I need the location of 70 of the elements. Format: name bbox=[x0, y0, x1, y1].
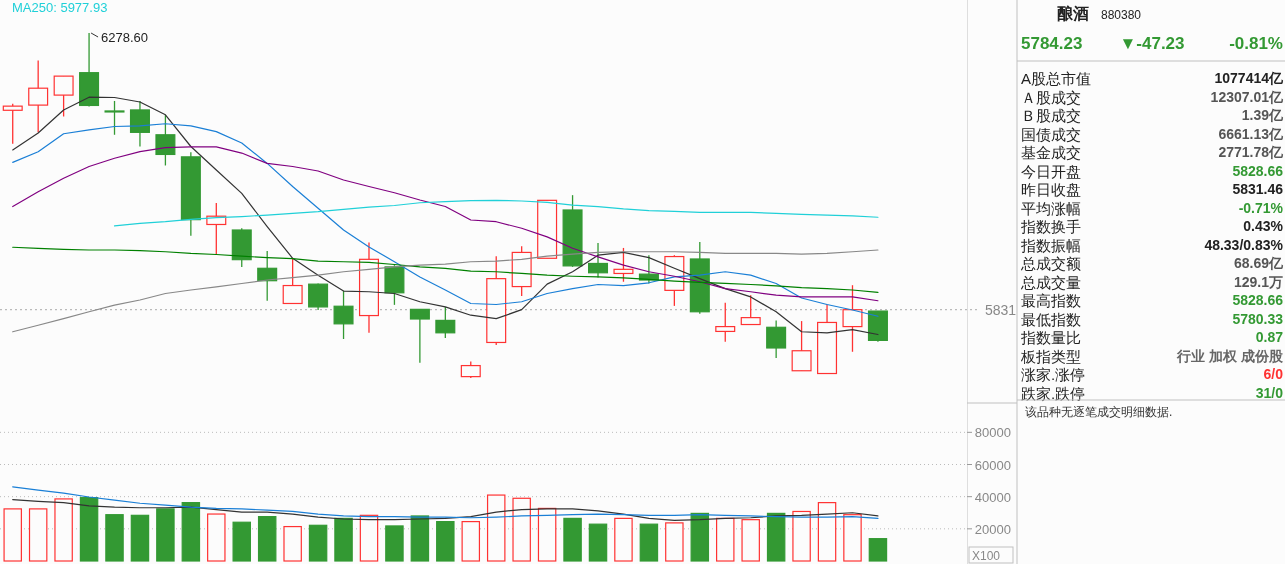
text: 0.87 bbox=[1255, 329, 1283, 345]
text: 129.1万 bbox=[1233, 273, 1283, 290]
text: 5831 bbox=[985, 301, 1017, 318]
category-label: 昨日收盘 bbox=[1021, 181, 1081, 198]
category-label: Ａ股成交 bbox=[1021, 88, 1081, 106]
text: -0.81% bbox=[1229, 34, 1283, 53]
y-tick-label: 80000 bbox=[974, 425, 1011, 441]
category-label: 板指类型 bbox=[1020, 347, 1081, 365]
category-label: 平均涨幅 bbox=[1021, 199, 1081, 217]
category-label: 今日开盘 bbox=[1021, 162, 1081, 180]
bar bbox=[563, 517, 582, 562]
line-series bbox=[12, 486, 879, 519]
text: 行业 加权 成份股 bbox=[1177, 347, 1283, 364]
category-label: 指数振幅 bbox=[1020, 236, 1081, 254]
text: 该品种无逐笔成交明细数据. bbox=[1025, 405, 1173, 419]
line-series bbox=[12, 498, 879, 521]
y-tick-label: 60000 bbox=[974, 457, 1011, 473]
text: 0.43% bbox=[1243, 218, 1283, 234]
text: 12307.01亿 bbox=[1210, 88, 1283, 105]
category-label: 最高指数 bbox=[1021, 292, 1081, 309]
text: X100 bbox=[972, 549, 1001, 563]
bar bbox=[639, 523, 659, 562]
text: 48.33/0.83% bbox=[1204, 236, 1283, 253]
text: ▼-47.23 bbox=[1119, 34, 1185, 53]
category-label: A股总市值 bbox=[1021, 70, 1092, 87]
text: 6/0 bbox=[1263, 366, 1283, 382]
annotation: 6278.60 bbox=[101, 30, 149, 45]
bar bbox=[181, 502, 201, 562]
bar bbox=[130, 514, 150, 562]
bar bbox=[156, 508, 175, 562]
text: 5828.66 bbox=[1232, 162, 1283, 179]
bar bbox=[436, 521, 455, 562]
text: 880380 bbox=[1101, 8, 1142, 22]
text: MA250: 5977.93 bbox=[12, 0, 108, 15]
text: 6661.13亿 bbox=[1218, 125, 1283, 142]
text: 酿酒 bbox=[1057, 5, 1089, 22]
text: 5828.66 bbox=[1232, 292, 1283, 308]
bar bbox=[334, 517, 353, 562]
text: 5831.46 bbox=[1232, 181, 1283, 197]
bar bbox=[79, 497, 99, 562]
bar bbox=[257, 516, 277, 562]
bar bbox=[868, 538, 888, 562]
text: 68.69亿 bbox=[1233, 255, 1283, 271]
text: 31/0 bbox=[1255, 384, 1283, 401]
category-label: 指数换手 bbox=[1020, 218, 1081, 235]
category-label: 国债成交 bbox=[1021, 125, 1081, 143]
category-label: 基金成交 bbox=[1021, 144, 1081, 161]
text: 2771.78亿 bbox=[1218, 144, 1283, 160]
text: 1.39亿 bbox=[1241, 107, 1283, 123]
category-label: 涨家.涨停 bbox=[1021, 366, 1086, 383]
category-label: Ｂ股成交 bbox=[1021, 107, 1081, 124]
bar bbox=[690, 512, 710, 562]
text: 5780.33 bbox=[1232, 310, 1283, 327]
text: -0.71% bbox=[1238, 199, 1283, 216]
bar bbox=[232, 521, 251, 562]
bar bbox=[308, 524, 328, 562]
bar bbox=[105, 514, 124, 562]
category-label: 总成交额 bbox=[1020, 255, 1081, 272]
category-label: 指数量比 bbox=[1020, 329, 1081, 346]
category-label: 最低指数 bbox=[1021, 310, 1081, 328]
category-label: 跌家.跌停 bbox=[1021, 384, 1086, 402]
text: 1077414亿 bbox=[1214, 70, 1283, 86]
category-label: 总成交量 bbox=[1020, 273, 1081, 291]
text: 5784.23 bbox=[1021, 34, 1083, 53]
bar bbox=[766, 512, 786, 562]
y-tick-label: 20000 bbox=[974, 521, 1011, 537]
bar bbox=[588, 523, 608, 562]
bar bbox=[410, 515, 430, 562]
y-tick-label: 40000 bbox=[974, 489, 1011, 505]
bar bbox=[385, 525, 404, 562]
